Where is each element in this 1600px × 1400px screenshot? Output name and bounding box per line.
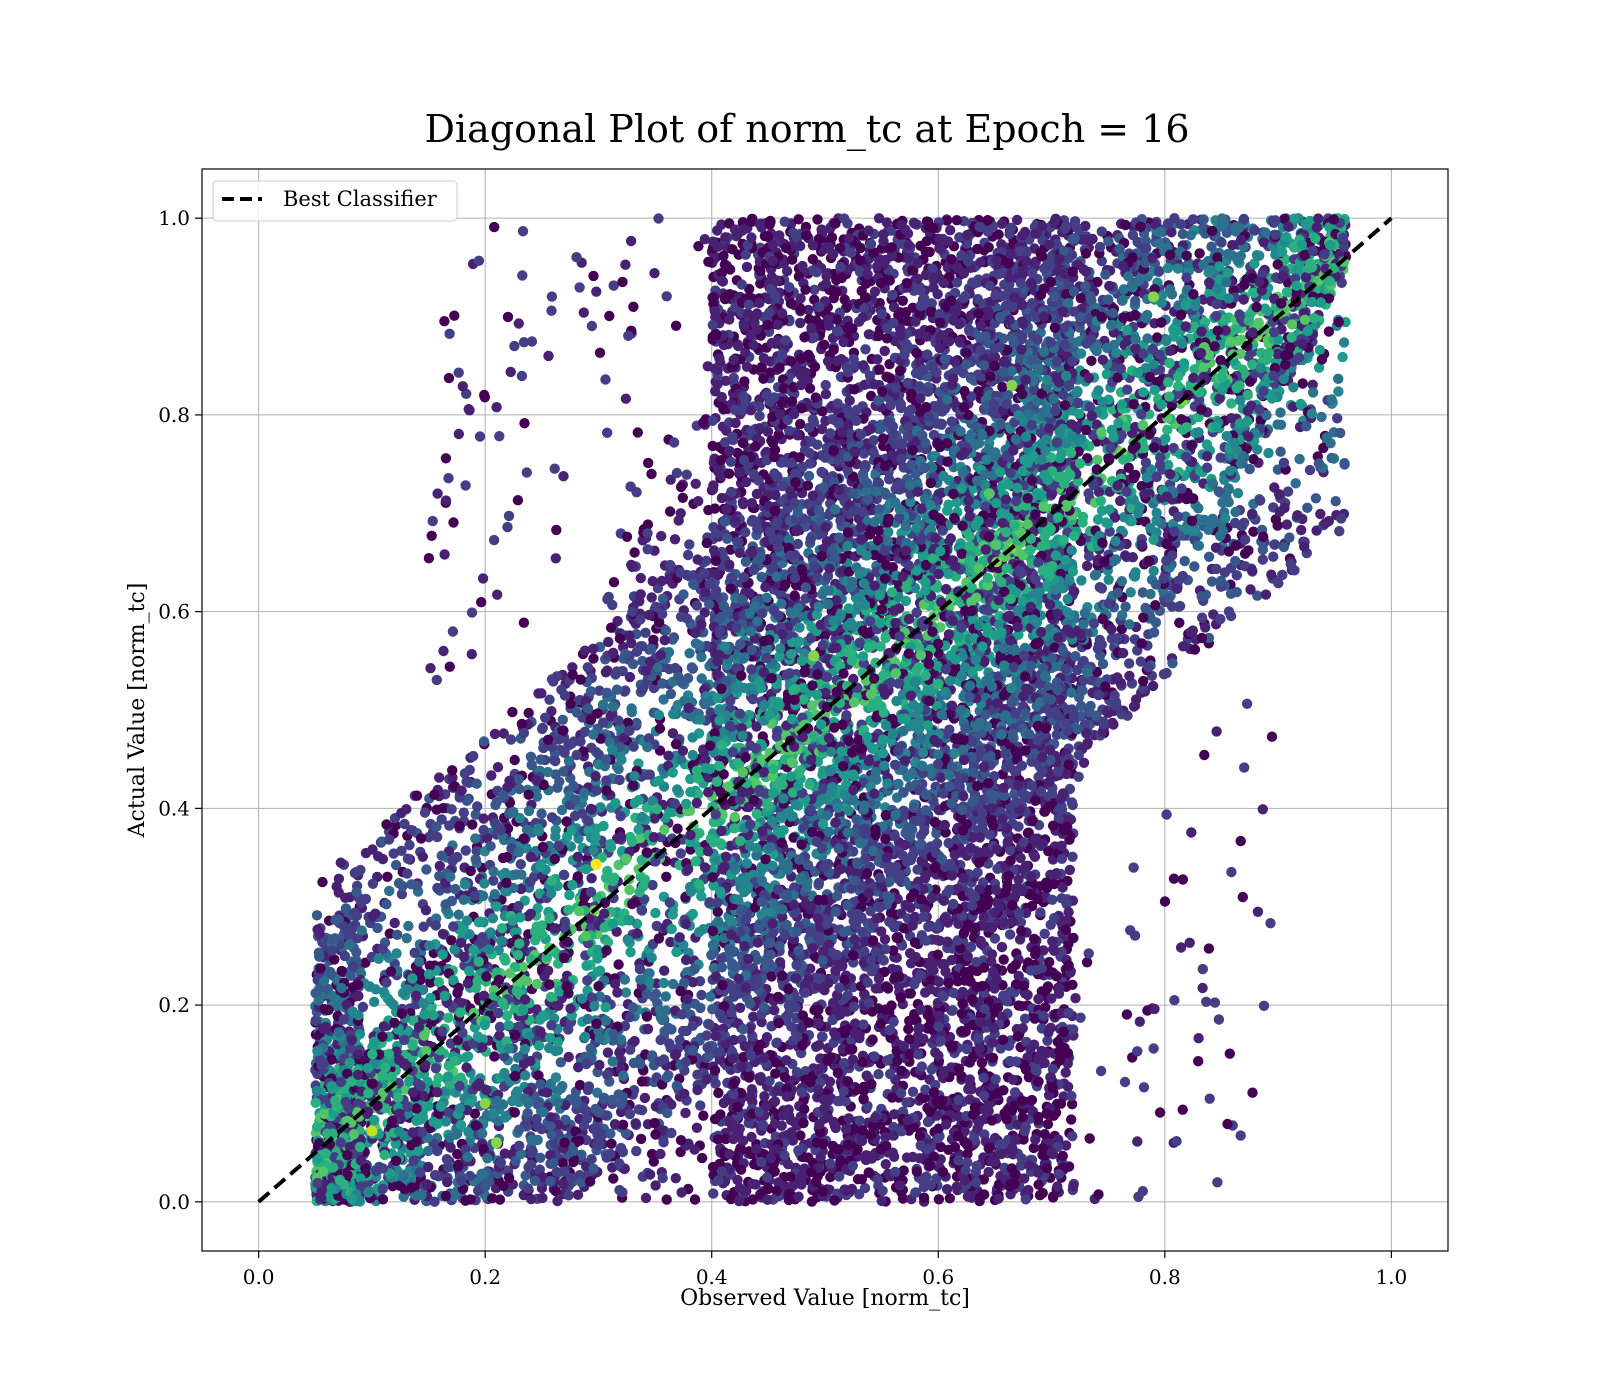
scatter-point bbox=[648, 634, 659, 645]
scatter-point bbox=[665, 688, 677, 700]
scatter-point bbox=[478, 813, 489, 824]
scatter-point bbox=[1332, 413, 1343, 424]
scatter-point bbox=[1004, 929, 1016, 940]
scatter-point bbox=[1013, 1000, 1024, 1011]
scatter-point bbox=[825, 1171, 836, 1183]
scatter-point bbox=[835, 1155, 846, 1167]
scatter-point bbox=[453, 909, 464, 920]
scatter-point bbox=[1290, 478, 1301, 489]
scatter-point bbox=[1297, 378, 1308, 389]
scatter-point bbox=[635, 572, 646, 584]
scatter-point bbox=[1281, 519, 1293, 530]
scatter-point bbox=[696, 1152, 708, 1164]
scatter-point bbox=[741, 261, 753, 273]
scatter-point bbox=[682, 549, 694, 561]
scatter-point bbox=[488, 875, 499, 886]
scatter-point bbox=[664, 506, 676, 517]
scatter-point bbox=[1330, 496, 1341, 507]
scatter-point bbox=[546, 1019, 557, 1031]
scatter-point bbox=[681, 469, 692, 480]
scatter-point bbox=[690, 478, 701, 489]
scatter-point bbox=[1130, 295, 1141, 307]
scatter-point bbox=[624, 671, 636, 683]
scatter-point bbox=[703, 504, 714, 516]
scatter-point bbox=[657, 593, 669, 604]
scatter-point bbox=[430, 1063, 442, 1074]
scatter-point bbox=[795, 418, 806, 430]
scatter-point bbox=[489, 728, 501, 740]
scatter-point bbox=[443, 1012, 454, 1023]
scatter-point bbox=[635, 1133, 647, 1145]
scatter-point bbox=[1076, 575, 1087, 586]
scatter-point bbox=[563, 1190, 574, 1201]
scatter-point bbox=[1282, 486, 1294, 497]
scatter-point bbox=[550, 824, 561, 836]
scatter-point bbox=[816, 466, 827, 478]
scatter-point bbox=[1296, 524, 1307, 536]
scatter-point bbox=[1338, 337, 1350, 348]
scatter-point bbox=[1226, 398, 1237, 409]
scatter-point bbox=[624, 884, 635, 896]
scatter-point bbox=[860, 344, 871, 355]
scatter-point bbox=[389, 917, 400, 929]
scatter-point bbox=[933, 1194, 945, 1205]
scatter-point bbox=[795, 293, 806, 304]
scatter-point bbox=[446, 935, 457, 946]
scatter-point bbox=[544, 694, 555, 705]
scatter-point bbox=[820, 389, 832, 400]
scatter-point bbox=[815, 1152, 826, 1163]
scatter-point bbox=[1275, 446, 1286, 457]
scatter-point bbox=[1103, 574, 1114, 585]
scatter-points bbox=[310, 213, 1352, 1208]
scatter-point bbox=[756, 1016, 767, 1028]
scatter-point bbox=[675, 754, 687, 765]
scatter-point bbox=[1302, 502, 1313, 513]
scatter-point bbox=[382, 871, 393, 882]
scatter-point bbox=[624, 1108, 636, 1120]
scatter-point bbox=[795, 304, 806, 315]
scatter-point bbox=[505, 734, 517, 745]
chart-title: Diagonal Plot of norm_tc at Epoch = 16 bbox=[424, 107, 1189, 152]
scatter-point bbox=[523, 707, 534, 719]
scatter-point bbox=[1092, 454, 1103, 466]
scatter-point bbox=[712, 1134, 724, 1145]
scatter-point bbox=[597, 699, 609, 710]
scatter-point bbox=[983, 1166, 994, 1178]
scatter-point bbox=[873, 1069, 884, 1080]
scatter-point bbox=[1275, 407, 1286, 418]
scatter-point bbox=[1013, 821, 1024, 832]
scatter-point bbox=[1145, 588, 1156, 600]
scatter-point bbox=[684, 648, 695, 659]
scatter-point bbox=[606, 1138, 617, 1150]
scatter-point bbox=[658, 977, 669, 989]
scatter-point bbox=[501, 1010, 513, 1021]
scatter-point bbox=[631, 1145, 642, 1157]
scatter-point bbox=[667, 978, 679, 990]
scatter-point bbox=[1081, 560, 1093, 572]
scatter-point bbox=[1124, 658, 1135, 669]
scatter-point bbox=[658, 694, 669, 705]
scatter-point bbox=[1268, 551, 1279, 562]
scatter-point bbox=[807, 254, 818, 265]
scatter-point bbox=[922, 1116, 934, 1128]
scatter-point bbox=[903, 1023, 914, 1035]
scatter-point bbox=[820, 379, 831, 391]
scatter-point bbox=[1019, 1013, 1031, 1024]
scatter-point bbox=[523, 805, 535, 817]
scatter-point bbox=[646, 643, 657, 655]
scatter-point bbox=[433, 1072, 444, 1084]
scatter-point bbox=[901, 1152, 913, 1163]
scatter-point bbox=[741, 858, 753, 869]
scatter-point bbox=[1294, 453, 1305, 465]
scatter-point bbox=[656, 530, 667, 542]
scatter-point bbox=[1115, 495, 1126, 507]
scatter-point bbox=[639, 1092, 651, 1104]
scatter-point bbox=[676, 1187, 687, 1198]
scatter-point bbox=[691, 1122, 703, 1134]
scatter-point bbox=[1211, 563, 1222, 575]
scatter-point bbox=[812, 214, 823, 225]
